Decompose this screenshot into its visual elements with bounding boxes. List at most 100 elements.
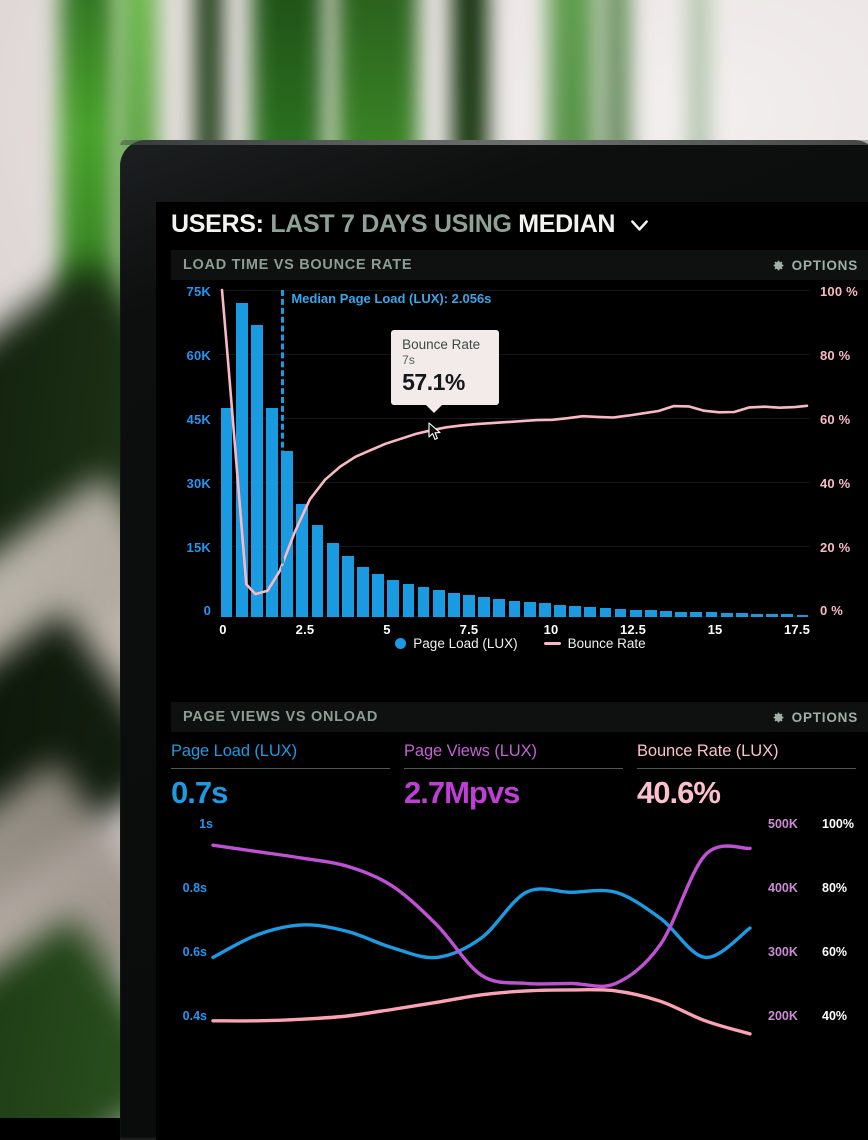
title-using: USING [433, 210, 512, 238]
bar[interactable] [296, 503, 309, 617]
bar[interactable] [690, 612, 703, 617]
bar[interactable] [751, 613, 763, 617]
y-axis-tick: 0.6s [182, 945, 207, 959]
y2-axis-tick: 80 % [820, 348, 851, 363]
bar[interactable] [311, 525, 324, 617]
y-axis-tick: 0 [203, 603, 211, 618]
bar[interactable] [402, 583, 415, 617]
bar[interactable] [250, 324, 263, 617]
y2-axis-tick: 100 % [820, 284, 858, 299]
bar[interactable] [675, 611, 688, 617]
panel1-title: LOAD TIME VS BOUNCE RATE [183, 257, 413, 273]
bar[interactable] [781, 614, 794, 617]
metric-value: 40.6% [637, 775, 721, 810]
bar[interactable] [660, 610, 672, 617]
title-range: LAST 7 DAYS [270, 210, 428, 238]
panel2-options-button[interactable]: OPTIONS [772, 710, 858, 725]
legend-dot-icon [395, 638, 407, 649]
gridline [219, 354, 810, 355]
tooltip-value: 57.1% [402, 369, 465, 396]
bar[interactable] [341, 555, 354, 617]
panel1-options-button[interactable]: OPTIONS [772, 258, 858, 273]
metric-card-page-load[interactable]: Page Load (LUX) 0.7s [171, 742, 404, 811]
legend-dash-icon [543, 642, 561, 645]
bar[interactable] [372, 574, 385, 617]
y2-axis-tick: 500K [768, 817, 798, 831]
metric-divider [404, 768, 623, 769]
y3-axis-tick: 60% [822, 945, 848, 959]
gridline [219, 482, 810, 483]
bar[interactable] [508, 600, 521, 617]
y-axis-tick: 15K [186, 540, 211, 555]
line-page-load-lux- [211, 887, 752, 960]
bar[interactable] [478, 597, 491, 617]
bar[interactable] [493, 599, 506, 617]
legend-item-bounce-rate[interactable]: Bounce Rate [543, 636, 646, 651]
bar[interactable] [766, 614, 779, 617]
bar[interactable] [235, 303, 248, 617]
panel2-title: PAGE VIEWS VS ONLOAD [183, 709, 379, 725]
title-prefix: USERS: [171, 210, 264, 238]
y-axis-tick: 0.4s [182, 1009, 207, 1023]
gear-icon [772, 711, 785, 724]
bar[interactable] [357, 566, 369, 617]
chevron-down-icon[interactable] [630, 216, 649, 235]
bar[interactable] [463, 595, 475, 617]
metric-divider [171, 768, 390, 769]
bar[interactable] [523, 602, 536, 617]
bar[interactable] [326, 542, 339, 617]
bar[interactable] [569, 605, 582, 617]
plot-area-2 [211, 811, 752, 1055]
bar[interactable] [432, 590, 445, 617]
bar[interactable] [599, 607, 612, 617]
gridline [219, 290, 810, 291]
panel2-header: PAGE VIEWS VS ONLOAD OPTIONS [171, 702, 868, 732]
chart1-legend: Page Load (LUX) Bounce Rate [171, 636, 868, 651]
bar[interactable] [629, 609, 642, 617]
x-axis-tick: 12.5 [619, 622, 647, 637]
laptop-device: USERS: LAST 7 DAYS USING MEDIAN LOAD TIM… [120, 140, 868, 1140]
panel-page-views-vs-onload: PAGE VIEWS VS ONLOAD OPTIONS Page Load (… [171, 702, 868, 1061]
bar[interactable] [538, 603, 551, 617]
bar[interactable] [387, 579, 400, 617]
y3-axis-tick: 100% [822, 817, 854, 831]
title-aggregate: MEDIAN [518, 210, 616, 238]
bar[interactable] [735, 613, 748, 617]
bar[interactable] [417, 587, 430, 617]
panel2-options-label: OPTIONS [791, 709, 858, 725]
bar[interactable] [720, 612, 733, 617]
y3-axis-tick: 80% [822, 881, 848, 895]
bar[interactable] [447, 593, 460, 617]
median-page-load-label: Median Page Load (LUX): 2.056s [291, 291, 492, 306]
x-axis-tick: 2.5 [295, 622, 315, 637]
x-axis-tick: 17.5 [783, 622, 811, 637]
panel-load-time-vs-bounce-rate: LOAD TIME VS BOUNCE RATE OPTIONS 75K 60K… [171, 250, 868, 655]
legend-item-page-load[interactable]: Page Load (LUX) [395, 636, 518, 651]
bar[interactable] [220, 407, 233, 617]
tooltip-subtitle: 7s [402, 352, 415, 367]
mouse-cursor-icon [428, 422, 442, 441]
line-bounce-rate-lux- [211, 987, 752, 1036]
bar[interactable] [644, 610, 657, 617]
page-title: USERS: LAST 7 DAYS USING MEDIAN [171, 210, 649, 239]
y-axis-tick: 0.8s [182, 881, 207, 895]
bar[interactable] [554, 604, 566, 617]
bar[interactable] [281, 451, 294, 617]
bounce-rate-tooltip: Bounce Rate 7s 57.1% [391, 330, 500, 413]
bar[interactable] [584, 606, 597, 617]
x-axis-tick: 5 [383, 622, 391, 637]
y-axis-tick: 30K [186, 476, 211, 491]
y2-axis-tick: 60 % [820, 412, 851, 427]
metric-label: Bounce Rate (LUX) [637, 742, 779, 760]
laptop-screen: USERS: LAST 7 DAYS USING MEDIAN LOAD TIM… [156, 202, 868, 1140]
x-axis-tick: 0 [219, 622, 227, 637]
bar[interactable] [705, 612, 718, 617]
bar[interactable] [266, 407, 278, 617]
metric-card-page-views[interactable]: Page Views (LUX) 2.7Mpvs [404, 742, 637, 811]
metric-value: 2.7Mpvs [404, 775, 520, 810]
bar[interactable] [614, 608, 627, 617]
metric-card-bounce-rate[interactable]: Bounce Rate (LUX) 40.6% [637, 742, 868, 811]
bar[interactable] [796, 614, 809, 617]
panel1-header: LOAD TIME VS BOUNCE RATE OPTIONS [171, 250, 868, 280]
legend-label: Page Load (LUX) [413, 636, 518, 651]
